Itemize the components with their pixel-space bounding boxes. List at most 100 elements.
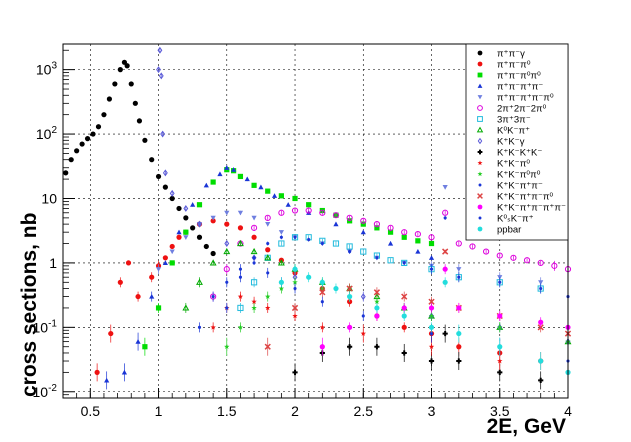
data-point bbox=[265, 188, 271, 194]
data-point bbox=[95, 124, 102, 130]
x-tick-label: 0.5 bbox=[81, 403, 101, 419]
data-point bbox=[414, 231, 421, 238]
data-point bbox=[401, 259, 408, 267]
data-point bbox=[293, 286, 297, 291]
legend-marker bbox=[477, 95, 483, 100]
data-point bbox=[387, 224, 394, 231]
data-point bbox=[538, 377, 544, 384]
data-point bbox=[401, 305, 407, 311]
data-point bbox=[176, 234, 182, 240]
legend-label: K⁺K⁻K⁺K⁻ bbox=[497, 148, 542, 159]
data-point bbox=[158, 72, 164, 80]
data-point bbox=[210, 324, 216, 330]
data-point bbox=[84, 136, 91, 142]
legend-marker bbox=[477, 137, 483, 145]
data-point bbox=[135, 293, 141, 300]
data-point bbox=[210, 215, 216, 221]
data-point bbox=[156, 66, 161, 74]
data-point bbox=[456, 267, 462, 272]
data-point bbox=[373, 289, 381, 296]
data-point bbox=[237, 173, 244, 180]
data-point bbox=[176, 205, 182, 212]
legend-marker bbox=[477, 50, 483, 56]
legend-label: K⁺K⁻π⁺π⁻ bbox=[497, 181, 543, 192]
data-point bbox=[237, 225, 244, 231]
legend: π⁺π⁻γπ⁺π⁻π⁰π⁺π⁻π⁰π⁰π⁺π⁻π⁺π⁻π⁺π⁻π⁺π⁻π⁰2π⁺… bbox=[465, 43, 569, 241]
data-point bbox=[347, 344, 353, 350]
data-point bbox=[361, 314, 365, 318]
data-point bbox=[203, 243, 209, 250]
legend-marker bbox=[477, 61, 483, 67]
y-tick-label: 1 bbox=[49, 255, 57, 271]
data-point bbox=[360, 229, 366, 235]
data-point bbox=[497, 369, 503, 375]
data-point bbox=[128, 81, 134, 87]
data-point bbox=[457, 275, 461, 279]
data-point bbox=[149, 293, 155, 299]
data-point bbox=[252, 261, 256, 265]
data-point bbox=[251, 305, 257, 311]
data-point bbox=[387, 257, 394, 264]
data-point bbox=[320, 300, 324, 304]
data-point bbox=[456, 330, 462, 337]
data-point bbox=[305, 207, 312, 214]
data-point bbox=[149, 157, 155, 163]
data-point bbox=[428, 298, 435, 305]
legend-label: K⁰K⁻π⁺ bbox=[497, 126, 530, 137]
data-point bbox=[332, 212, 340, 219]
data-point bbox=[104, 377, 110, 383]
data-point bbox=[265, 293, 271, 299]
data-point bbox=[291, 207, 299, 214]
data-point bbox=[496, 252, 503, 259]
data-point bbox=[291, 304, 299, 312]
axis-ticks bbox=[62, 49, 569, 398]
data-point bbox=[250, 279, 258, 286]
legend-marker bbox=[477, 204, 483, 210]
data-point bbox=[320, 241, 324, 246]
data-point bbox=[68, 157, 74, 163]
series-group bbox=[319, 264, 571, 356]
y-axis-title: cross sections, nb bbox=[18, 213, 41, 397]
data-point bbox=[442, 185, 448, 190]
data-point bbox=[401, 350, 407, 356]
data-point bbox=[456, 344, 462, 350]
data-point bbox=[265, 222, 271, 227]
data-point bbox=[155, 267, 162, 272]
data-point bbox=[101, 112, 107, 118]
legend-marker bbox=[477, 72, 483, 78]
x-axis-title: 2E, GeV bbox=[487, 415, 566, 438]
data-point bbox=[333, 285, 339, 292]
data-point bbox=[401, 324, 407, 330]
y-tick-label: 10-1 bbox=[33, 318, 58, 335]
data-point bbox=[278, 279, 284, 285]
data-point bbox=[169, 189, 175, 197]
data-point bbox=[497, 313, 503, 319]
data-point bbox=[190, 225, 196, 231]
data-point bbox=[497, 344, 503, 350]
data-point bbox=[306, 274, 312, 280]
data-point bbox=[196, 234, 203, 240]
data-point bbox=[401, 293, 408, 300]
legend-marker bbox=[477, 105, 483, 111]
data-point bbox=[348, 250, 352, 254]
legend-label: 3π⁺3π⁻ bbox=[497, 115, 531, 126]
legend-box bbox=[465, 43, 569, 241]
legend-label: K⁺K⁻γ bbox=[497, 137, 525, 148]
data-point bbox=[307, 238, 311, 242]
data-point bbox=[237, 293, 244, 299]
data-point bbox=[292, 266, 298, 272]
data-point bbox=[415, 238, 421, 244]
x-tick-label: 3 bbox=[428, 403, 436, 419]
legend-label: π⁺π⁻π⁰ bbox=[497, 60, 531, 71]
data-point bbox=[278, 209, 285, 216]
data-point bbox=[375, 256, 379, 260]
legend-label: K⁺K⁻π⁰ bbox=[497, 159, 530, 170]
data-point bbox=[264, 343, 271, 350]
data-point bbox=[251, 298, 257, 305]
data-point bbox=[124, 63, 130, 69]
data-point bbox=[224, 210, 230, 216]
data-point bbox=[224, 343, 230, 350]
data-point bbox=[428, 324, 435, 330]
data-point bbox=[142, 344, 148, 350]
data-point bbox=[237, 324, 244, 330]
